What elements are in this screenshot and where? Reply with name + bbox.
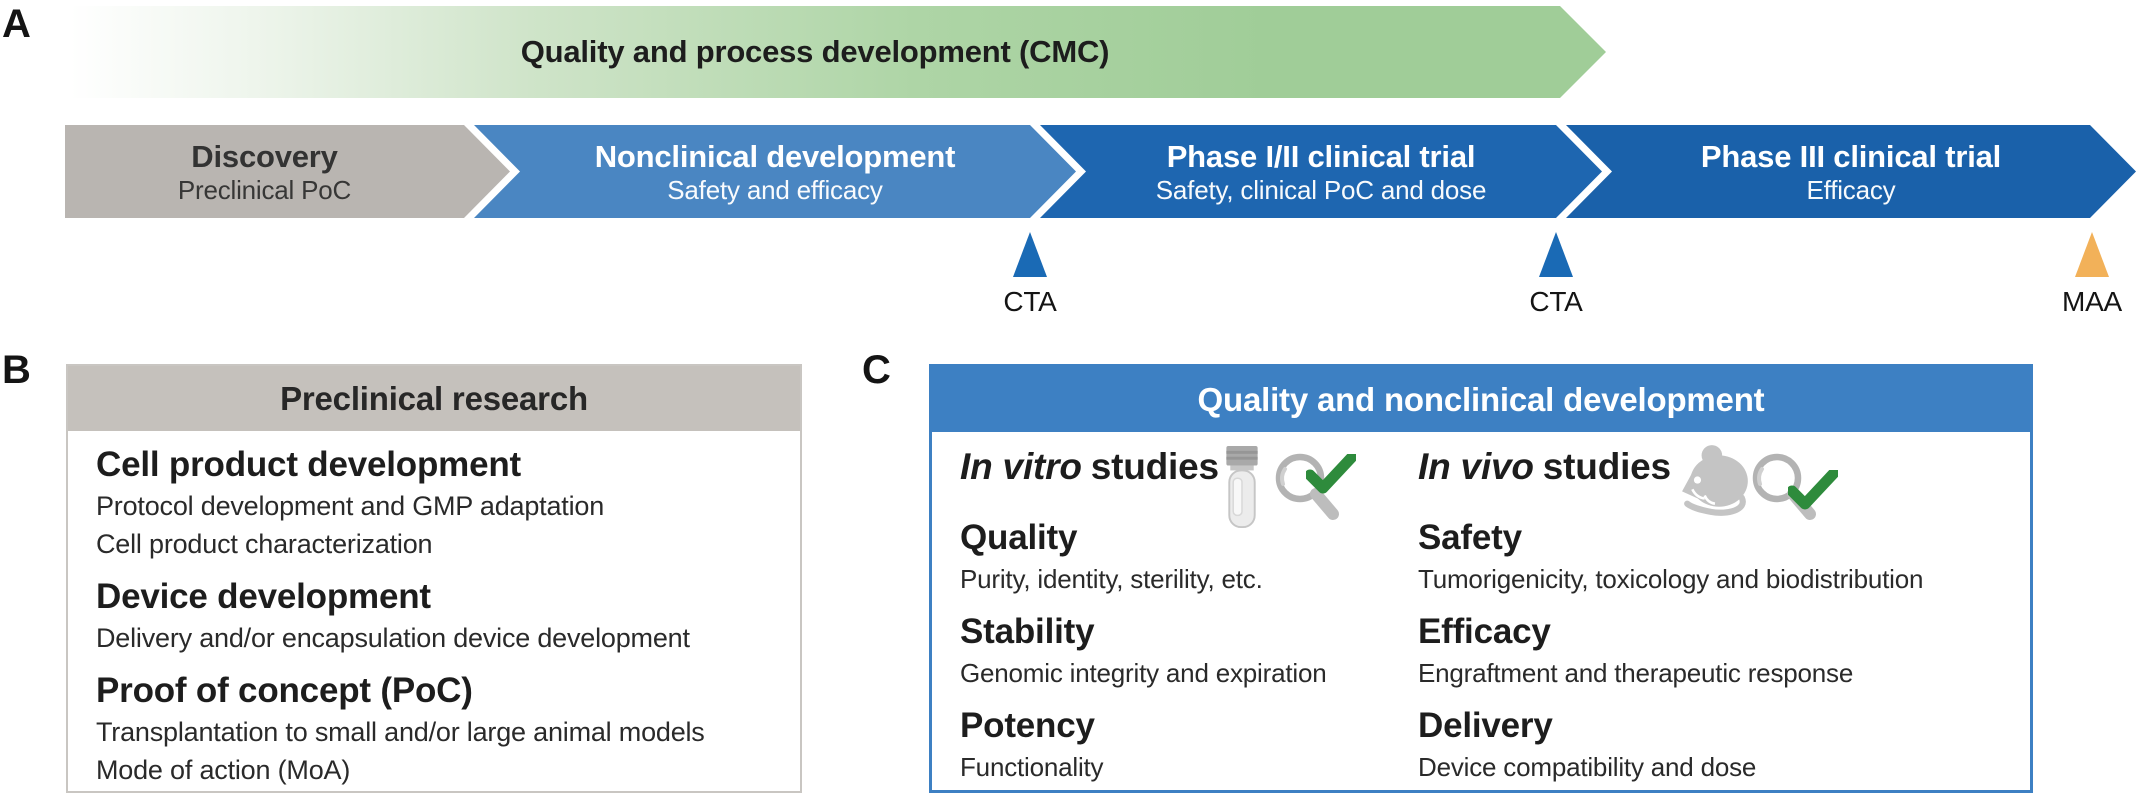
preclinical-research-header: Preclinical research	[68, 366, 800, 431]
section-proof-of-concept: Proof of concept (PoC) Transplantation t…	[96, 669, 800, 789]
in-vitro-studies-title: In vitro studies	[960, 446, 1219, 487]
section-device-development: Device development Delivery and/or encap…	[96, 575, 800, 657]
preclinical-research-box: Preclinical research Cell product develo…	[66, 364, 802, 793]
section-line: Engraftment and therapeutic response	[1418, 658, 1854, 688]
stage-phase-1-2-clinical-trial: Phase I/II clinical trial Safety, clinic…	[1040, 125, 1602, 218]
stage-phase-3-clinical-trial: Phase III clinical trial Efficacy	[1566, 125, 2136, 218]
panel-c-label: C	[862, 348, 891, 392]
milestone-label: CTA	[1529, 286, 1583, 317]
quality-nonclinical-box: Quality and nonclinical development In v…	[929, 364, 2033, 793]
section-potency: Potency Functionality	[960, 704, 1390, 786]
section-line: Genomic integrity and expiration	[960, 658, 1327, 688]
stage-subtitle: Preclinical PoC	[177, 174, 352, 205]
in-vivo-icon-cluster	[1670, 440, 1850, 540]
cmc-arrow-label: Quality and process development (CMC)	[520, 34, 1110, 69]
magnifier-icon	[1275, 453, 1339, 520]
section-stability: Stability Genomic integrity and expirati…	[960, 610, 1390, 692]
mouse-icon	[1682, 445, 1748, 516]
in-vitro-title-row: In vitro studies	[960, 446, 1390, 529]
in-vivo-column: In vivo studies	[1418, 445, 2018, 798]
preclinical-research-body: Cell product development Protocol develo…	[68, 431, 800, 789]
stage-subtitle: Safety, clinical PoC and dose	[1155, 174, 1487, 205]
cmc-process-arrow: Quality and process development (CMC)	[70, 6, 1606, 98]
quality-nonclinical-body: In vitro studies	[932, 432, 2030, 790]
section-line: Cell product characterization	[96, 529, 433, 559]
section-heading: Device development	[96, 577, 431, 616]
in-vivo-studies-title: In vivo studies	[1418, 446, 1671, 487]
section-heading: Safety	[1418, 518, 1522, 557]
section-line: Functionality	[960, 752, 1104, 782]
section-line: Delivery and/or encapsulation device dev…	[96, 623, 690, 653]
stage-subtitle: Safety and efficacy	[667, 174, 883, 205]
stage-title: Discovery	[191, 138, 338, 174]
in-vitro-icon-cluster	[1218, 440, 1398, 540]
section-heading: Delivery	[1418, 706, 1553, 745]
quality-nonclinical-header: Quality and nonclinical development	[932, 367, 2030, 432]
stage-title: Phase III clinical trial	[1700, 138, 2002, 174]
stage-discovery: Discovery Preclinical PoC	[65, 125, 510, 218]
milestone-label: CTA	[1003, 286, 1057, 317]
panel-b-label: B	[2, 348, 31, 392]
in-vitro-column: In vitro studies	[960, 446, 1390, 798]
section-line: Transplantation to small and/or large an…	[96, 717, 705, 747]
section-heading: Potency	[960, 706, 1095, 745]
section-cell-product-development: Cell product development Protocol develo…	[96, 443, 800, 563]
stage-nonclinical-development: Nonclinical development Safety and effic…	[474, 125, 1076, 218]
section-heading: Proof of concept (PoC)	[96, 671, 473, 710]
milestone-triangle-icon	[1539, 232, 1573, 277]
section-heading: Cell product development	[96, 445, 521, 484]
test-tube-icon	[1226, 446, 1258, 529]
section-heading: Efficacy	[1418, 612, 1551, 651]
stage-title: Phase I/II clinical trial	[1166, 138, 1476, 174]
check-icon	[1306, 454, 1356, 494]
section-quality: Quality Purity, identity, sterility, etc…	[960, 516, 1390, 598]
section-delivery: Delivery Device compatibility and dose	[1418, 704, 2018, 786]
section-line: Tumorigenicity, toxicology and biodistri…	[1418, 564, 1924, 594]
section-heading: Stability	[960, 612, 1095, 651]
section-heading: Quality	[960, 518, 1078, 557]
section-line: Purity, identity, sterility, etc.	[960, 564, 1263, 594]
section-efficacy: Efficacy Engraftment and therapeutic res…	[1418, 610, 2018, 692]
panel-a-label: A	[2, 2, 31, 46]
section-safety: Safety Tumorigenicity, toxicology and bi…	[1418, 516, 2018, 598]
check-icon	[1788, 470, 1838, 510]
milestone-label: MAA	[2061, 286, 2123, 317]
in-vivo-title-row: In vivo studies	[1418, 445, 2018, 520]
section-line: Mode of action (MoA)	[96, 755, 351, 785]
stage-title: Nonclinical development	[594, 138, 956, 174]
section-line: Protocol development and GMP adaptation	[96, 491, 605, 521]
milestone-triangle-icon	[1013, 232, 1047, 277]
stage-subtitle: Efficacy	[1806, 174, 1896, 205]
section-line: Device compatibility and dose	[1418, 752, 1757, 782]
milestone-triangle-icon	[2075, 232, 2109, 277]
